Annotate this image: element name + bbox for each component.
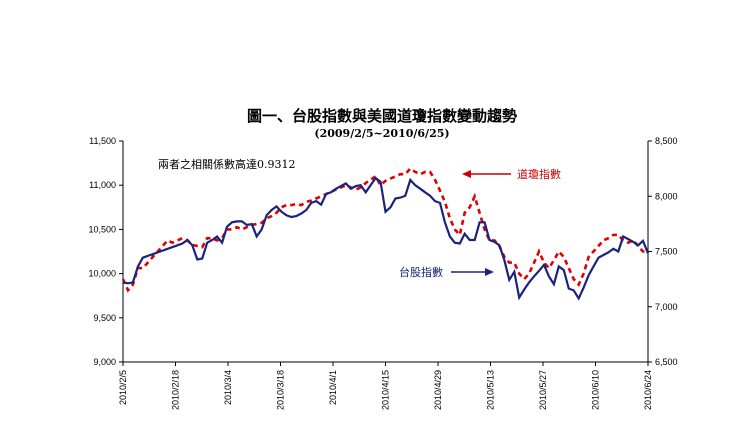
- right-tick-label: 6,500: [655, 357, 678, 367]
- x-tick-label: 2010/6/10: [591, 370, 601, 410]
- left-tick-label: 9,500: [93, 313, 116, 323]
- left-tick-label: 9,000: [93, 357, 116, 367]
- left-tick-label: 11,000: [89, 180, 116, 190]
- x-tick-label: 2010/3/4: [223, 370, 233, 405]
- x-tick-label: 2010/6/24: [643, 370, 653, 410]
- dow-annotation: 道瓊指數: [462, 167, 561, 181]
- left-y-axis: 9,000 9,500 10,000 10,500 11,000 11,500: [88, 136, 124, 367]
- correlation-note: 兩者之相關係數高達0.9312: [158, 157, 296, 171]
- right-tick-label: 8,500: [655, 136, 678, 146]
- x-axis: 2010/2/5 2010/2/18 2010/3/4 2010/3/18 2010/4…: [118, 361, 653, 410]
- right-tick-label: 7,500: [655, 247, 678, 257]
- taiwan-annotation: 台股指數: [399, 265, 494, 279]
- taiwan-annotation-arrowhead: [485, 268, 494, 276]
- x-tick-label: 2010/3/18: [276, 370, 286, 410]
- x-tick-label: 2010/2/18: [171, 370, 181, 410]
- dow-jones-series-line: [121, 166, 648, 293]
- right-y-axis: 6,500 7,000 7,500 8,000 8,500: [647, 136, 678, 367]
- left-tick-label: 10,500: [88, 224, 116, 234]
- chart-title: 圖一、台股指數與美國道瓊指數變動趨勢: [247, 107, 517, 125]
- x-tick-label: 2010/2/5: [118, 370, 128, 405]
- right-tick-label: 8,000: [655, 191, 678, 201]
- x-tick-label: 2010/5/13: [486, 370, 496, 410]
- dow-annotation-label: 道瓊指數: [517, 167, 561, 181]
- left-tick-label: 11,500: [89, 136, 116, 146]
- right-tick-label: 7,000: [655, 302, 678, 312]
- x-tick-label: 2010/4/1: [328, 370, 338, 405]
- taiwan-index-series-line: [122, 176, 650, 301]
- x-tick-label: 2010/4/15: [381, 370, 391, 410]
- x-tick-label: 2010/5/27: [538, 370, 548, 410]
- chart-subtitle: (2009/2/5~2010/6/25): [314, 127, 449, 140]
- taiwan-annotation-label: 台股指數: [399, 265, 443, 279]
- x-tick-label: 2010/4/29: [433, 370, 443, 410]
- left-tick-label: 10,000: [88, 269, 116, 279]
- dow-annotation-arrowhead: [462, 170, 471, 178]
